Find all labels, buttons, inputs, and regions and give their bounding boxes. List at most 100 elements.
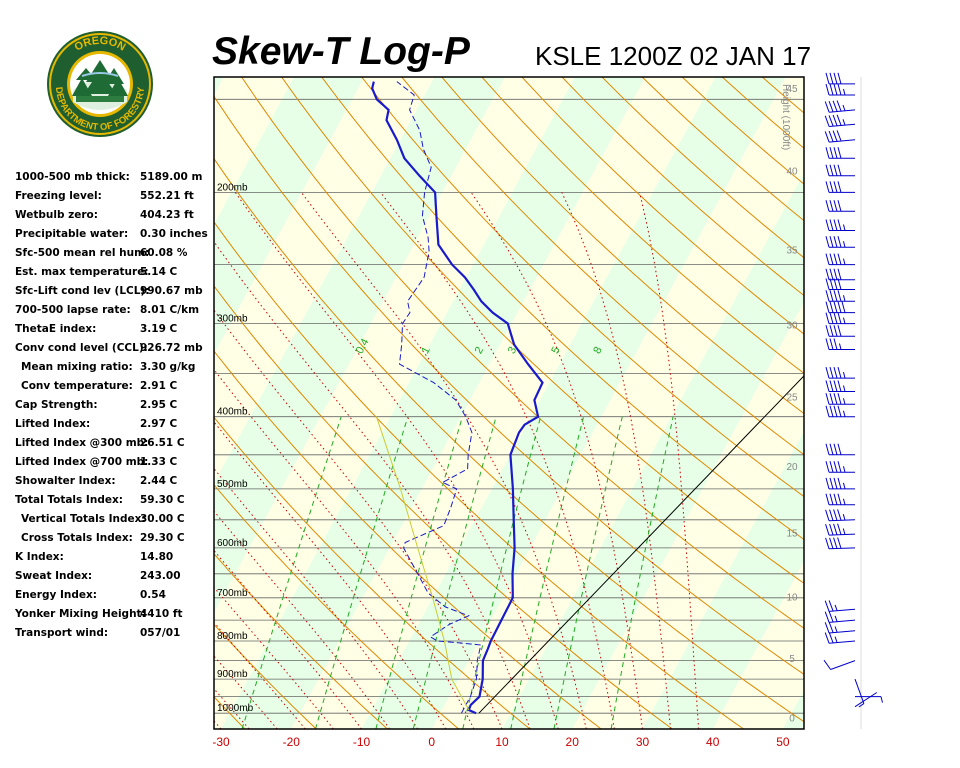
wind-barb-feather bbox=[833, 72, 838, 85]
mixing-ratio-label: 2 bbox=[473, 345, 486, 356]
wind-barb-staff bbox=[829, 123, 856, 127]
index-row: Wetbulb zero: 404.23 ft bbox=[15, 206, 215, 225]
wind-barb-feather bbox=[829, 461, 834, 473]
height-tick-label: 30 bbox=[786, 321, 798, 332]
pressure-label: 500mb bbox=[217, 479, 248, 490]
wind-barb bbox=[825, 380, 855, 392]
index-value: 0.54 bbox=[140, 589, 166, 601]
index-row: Est. max temperature: 5.14 C bbox=[15, 263, 215, 282]
index-label: 700-500 lapse rate: bbox=[15, 304, 131, 316]
wind-barb-feather bbox=[825, 83, 830, 96]
dry-adiabat bbox=[361, 77, 804, 498]
wind-barb-half-feather bbox=[843, 317, 846, 324]
dry-adiabat bbox=[441, 77, 804, 415]
wind-barb-feather bbox=[833, 477, 838, 490]
wind-barb-feather bbox=[829, 493, 834, 505]
wind-barb-feather bbox=[837, 164, 842, 176]
wind-barb-feather bbox=[837, 493, 842, 505]
wind-barb bbox=[825, 200, 855, 212]
wind-barb-feather bbox=[829, 443, 834, 455]
index-row: Transport wind: 057/01 bbox=[15, 624, 215, 643]
wind-barb-feather bbox=[828, 611, 834, 623]
wind-barb-half-feather bbox=[842, 119, 846, 126]
moist-adiabat bbox=[234, 192, 559, 729]
pressure-label: 400mb bbox=[217, 407, 248, 418]
wind-barb-half-feather bbox=[842, 104, 846, 111]
index-label: Cross Totals Index: bbox=[21, 532, 133, 544]
wind-barb-feather bbox=[829, 338, 834, 350]
dry-adiabat bbox=[761, 77, 804, 114]
isotherm-band bbox=[0, 77, 13, 729]
index-row: Vertical Totals Index: 30.00 C bbox=[15, 510, 215, 529]
index-row: Sfc-Lift cond lev (LCL): 990.67 mb bbox=[15, 282, 215, 301]
wind-barb-half-feather bbox=[843, 385, 846, 392]
wind-barb-feather bbox=[828, 101, 834, 113]
wind-barb-staff bbox=[828, 533, 856, 536]
wind-barb-feather bbox=[837, 236, 842, 248]
index-row: Mean mixing ratio: 3.30 g/kg bbox=[15, 358, 215, 377]
index-value: 404.23 ft bbox=[140, 209, 194, 221]
wind-barb-feather bbox=[825, 524, 830, 536]
moist-adiabat bbox=[561, 192, 671, 729]
index-row: Cross Totals Index: 29.30 C bbox=[15, 529, 215, 548]
index-value: 5.14 C bbox=[140, 266, 178, 278]
wind-barb-feather bbox=[825, 200, 830, 212]
wind-barb-half-feather bbox=[834, 636, 838, 643]
wind-barb-feather bbox=[828, 115, 834, 127]
dry-adiabat bbox=[681, 77, 804, 185]
wind-barb-feather bbox=[837, 219, 842, 231]
wind-barb-feather bbox=[828, 621, 834, 633]
wind-barb-feather bbox=[829, 290, 834, 302]
index-row: Precipitable water: 0.30 inches bbox=[15, 225, 215, 244]
dry-adiabat bbox=[321, 77, 804, 541]
wind-barb-feather bbox=[837, 366, 842, 379]
wind-barb-feather bbox=[833, 338, 838, 350]
wind-barb-feather bbox=[837, 278, 842, 290]
wind-barb-feather bbox=[833, 83, 838, 96]
isotherm-band bbox=[221, 77, 646, 729]
wind-barb-feather bbox=[833, 219, 838, 231]
height-tick-label: 15 bbox=[786, 528, 798, 539]
index-value: 8.01 C/km bbox=[140, 304, 200, 316]
index-row: Total Totals Index: 59.30 C bbox=[15, 491, 215, 510]
x-tick-label: 30 bbox=[636, 735, 650, 749]
wind-barb-feather bbox=[829, 268, 834, 280]
index-label: Sfc-500 mean rel hum: bbox=[15, 247, 150, 259]
wind-barb bbox=[824, 600, 856, 612]
wind-barb-staff bbox=[854, 678, 865, 704]
height-tick-label: 0 bbox=[789, 714, 795, 725]
wind-barb-feather bbox=[833, 290, 838, 302]
index-value: 057/01 bbox=[140, 627, 181, 639]
wind-barb-half-feather bbox=[880, 696, 883, 703]
wind-barb-feather bbox=[829, 253, 834, 265]
wind-barb-feather bbox=[825, 253, 830, 265]
index-row: Energy Index: 0.54 bbox=[15, 586, 215, 605]
wind-barb bbox=[825, 268, 855, 281]
wind-barb-feather bbox=[825, 380, 830, 392]
wind-barb-half-feather bbox=[843, 371, 846, 379]
index-row: Conv temperature: 2.91 C bbox=[15, 377, 215, 396]
index-label: Lifted Index: bbox=[15, 418, 91, 430]
wind-barb-feather bbox=[837, 461, 842, 473]
wind-barb-feather bbox=[837, 268, 842, 280]
wind-barb-half-feather bbox=[843, 241, 846, 248]
isotherm-band bbox=[361, 77, 786, 729]
wind-barb-feather bbox=[828, 600, 834, 612]
pressure-label: 700mb bbox=[217, 588, 248, 599]
index-value: 990.67 mb bbox=[140, 285, 203, 297]
index-label: 1000-500 mb thick: bbox=[15, 171, 130, 183]
index-label: Lifted Index @700 mb: bbox=[15, 456, 149, 468]
wind-barb-feather bbox=[837, 83, 842, 96]
wind-barb-feather bbox=[829, 380, 834, 392]
height-tick-label: 45 bbox=[786, 84, 798, 95]
wind-barb-feather bbox=[829, 325, 834, 337]
wind-barb-feather bbox=[829, 200, 834, 212]
index-label: Freezing level: bbox=[15, 190, 102, 202]
mixing-ratio-label: 0.4 bbox=[354, 337, 372, 356]
wind-barb-staff bbox=[828, 547, 856, 550]
wind-barb-half-feather bbox=[843, 498, 846, 505]
stability-indices-panel: 1000-500 mb thick: 5189.00 m Freezing leve… bbox=[15, 168, 215, 643]
wind-barb-feather bbox=[833, 253, 838, 265]
mixing-ratio-line bbox=[315, 416, 409, 729]
index-value: 3.30 g/kg bbox=[140, 361, 196, 373]
